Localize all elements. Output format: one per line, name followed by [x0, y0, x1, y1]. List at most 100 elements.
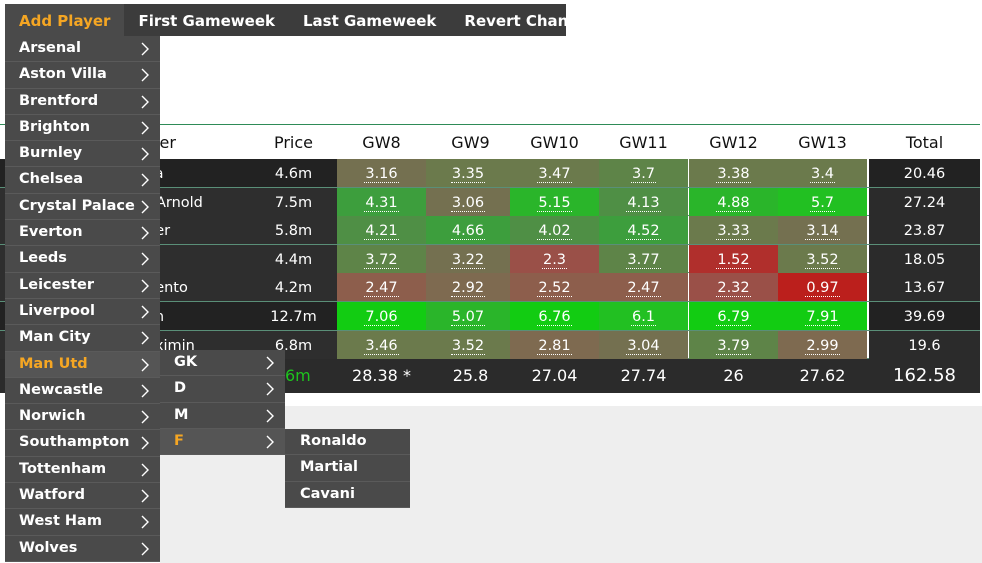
chevron-right-icon	[140, 68, 150, 82]
team-item-label: Everton	[19, 224, 83, 241]
player-price: 6.8m	[250, 330, 337, 359]
gw-points-cell[interactable]: 3.46	[337, 330, 426, 359]
gw-points-cell[interactable]: 3.04	[599, 330, 688, 359]
gw-points-cell[interactable]: 2.81	[510, 330, 599, 359]
gw-points-cell[interactable]: 0.97	[778, 273, 867, 302]
menu-revert-changes[interactable]: Revert Changes	[464, 12, 599, 30]
menu-add-player[interactable]: Add Player	[5, 4, 125, 36]
gw-points-cell[interactable]: 4.88	[689, 187, 778, 216]
team-item-arsenal[interactable]: Arsenal	[5, 36, 160, 63]
gw-points-cell[interactable]: 2.52	[510, 273, 599, 302]
gw-points-value: 3.04	[626, 337, 661, 355]
team-item-leeds[interactable]: Leeds	[5, 246, 160, 273]
player-total: 27.24	[869, 187, 980, 216]
position-item-d[interactable]: D	[160, 376, 285, 403]
position-item-m[interactable]: M	[160, 402, 285, 429]
gw-points-cell[interactable]: 2.47	[599, 273, 688, 302]
player-total: 23.87	[869, 216, 980, 245]
gw-points-cell[interactable]: 2.47	[337, 273, 426, 302]
team-item-label: Leicester	[19, 276, 95, 293]
player-item-martial[interactable]: Martial	[285, 455, 410, 482]
gw-points-cell[interactable]: 3.52	[778, 244, 867, 273]
table-header: yer Price GW8 GW9 GW10 GW11 GW12 GW13 To…	[0, 125, 980, 159]
team-item-wolves[interactable]: Wolves	[5, 535, 160, 562]
gw-points-cell[interactable]: 3.77	[599, 244, 688, 273]
position-item-f[interactable]: F	[160, 428, 285, 456]
team-item-label: Tottenham	[19, 460, 107, 477]
gw-points-cell[interactable]: 2.92	[426, 273, 510, 302]
team-item-watford[interactable]: Watford	[5, 483, 160, 510]
gw-points-cell[interactable]: 3.72	[337, 244, 426, 273]
chevron-right-icon	[265, 435, 275, 449]
team-item-crystal-palace[interactable]: Crystal Palace	[5, 193, 160, 221]
gw-points-cell[interactable]: 3.35	[426, 159, 510, 187]
team-item-leicester[interactable]: Leicester	[5, 272, 160, 299]
gw-points-cell[interactable]: 2.99	[778, 330, 867, 359]
team-item-brighton[interactable]: Brighton	[5, 114, 160, 142]
projection-table: yer Price GW8 GW9 GW10 GW11 GW12 GW13 To…	[0, 124, 980, 394]
gw-points-cell[interactable]: 4.31	[337, 187, 426, 216]
team-item-liverpool[interactable]: Liverpool	[5, 298, 160, 326]
gw-points-cell[interactable]: 3.47	[510, 159, 599, 187]
gw-points-cell[interactable]: 5.7	[778, 187, 867, 216]
player-item-ronaldo[interactable]: Ronaldo	[285, 429, 410, 456]
position-item-label: F	[174, 432, 184, 449]
chevron-right-icon	[140, 358, 150, 372]
team-item-southampton[interactable]: Southampton	[5, 430, 160, 457]
gw-points-value: 1.52	[716, 251, 751, 269]
gw-points-cell[interactable]: 4.21	[337, 216, 426, 245]
gw-points-cell[interactable]: 3.14	[778, 216, 867, 245]
gw-points-cell[interactable]: 3.22	[426, 244, 510, 273]
gw-points-cell[interactable]: 6.1	[599, 301, 688, 330]
gw-points-cell[interactable]: 3.16	[337, 159, 426, 187]
team-item-man-utd[interactable]: Man Utd	[5, 351, 160, 378]
team-item-tottenham[interactable]: Tottenham	[5, 456, 160, 484]
position-item-gk[interactable]: GK	[160, 350, 285, 377]
team-item-burnley[interactable]: Burnley	[5, 141, 160, 168]
team-item-west-ham[interactable]: West Ham	[5, 509, 160, 536]
chevron-right-icon	[140, 436, 150, 450]
position-item-label: D	[174, 380, 187, 397]
player-item-cavani[interactable]: Cavani	[285, 481, 410, 508]
team-item-brentford[interactable]: Brentford	[5, 88, 160, 115]
team-item-label: Brentford	[19, 92, 99, 109]
gw-points-cell[interactable]: 2.32	[689, 273, 778, 302]
team-item-newcastle[interactable]: Newcastle	[5, 377, 160, 405]
player-total: 39.69	[869, 301, 980, 330]
gw-points-cell[interactable]: 3.79	[689, 330, 778, 359]
gw-points-cell[interactable]: 4.66	[426, 216, 510, 245]
gw-points-cell[interactable]: 4.13	[599, 187, 688, 216]
gw-points-cell[interactable]: 5.07	[426, 301, 510, 330]
team-item-norwich[interactable]: Norwich	[5, 404, 160, 431]
gw-points-cell[interactable]: 2.3	[510, 244, 599, 273]
team-item-everton[interactable]: Everton	[5, 220, 160, 247]
team-item-man-city[interactable]: Man City	[5, 325, 160, 352]
menu-last-gameweek[interactable]: Last Gameweek	[302, 12, 437, 30]
gw-points-cell[interactable]: 4.02	[510, 216, 599, 245]
player-price: 7.5m	[250, 187, 337, 216]
gw-points-cell[interactable]: 3.7	[599, 159, 688, 187]
gw-points-cell[interactable]: 3.33	[689, 216, 778, 245]
menu-first-gameweek[interactable]: First Gameweek	[138, 12, 275, 30]
gw-points-cell[interactable]: 7.91	[778, 301, 867, 330]
gw-points-cell[interactable]: 3.06	[426, 187, 510, 216]
gw-points-value: 7.91	[805, 308, 840, 326]
gw-points-cell[interactable]: 6.79	[689, 301, 778, 330]
gw-points-cell[interactable]: 4.52	[599, 216, 688, 245]
gw-points-cell[interactable]: 3.4	[778, 159, 867, 187]
player-price: 12.7m	[250, 301, 337, 330]
team-item-chelsea[interactable]: Chelsea	[5, 167, 160, 194]
gw-points-value: 3.38	[716, 166, 751, 183]
summary-total: 162.58	[893, 365, 956, 387]
gw-points-value: 3.52	[805, 251, 840, 269]
top-menubar: Add Player First Gameweek Last Gameweek …	[5, 4, 598, 36]
team-item-aston-villa[interactable]: Aston Villa	[5, 62, 160, 89]
gw-points-cell[interactable]: 1.52	[689, 244, 778, 273]
gw-points-cell[interactable]: 5.15	[510, 187, 599, 216]
gw-points-cell[interactable]: 6.76	[510, 301, 599, 330]
gw-points-cell[interactable]: 7.06	[337, 301, 426, 330]
gw-points-cell[interactable]: 3.38	[689, 159, 778, 187]
gw-points-cell[interactable]: 3.52	[426, 330, 510, 359]
